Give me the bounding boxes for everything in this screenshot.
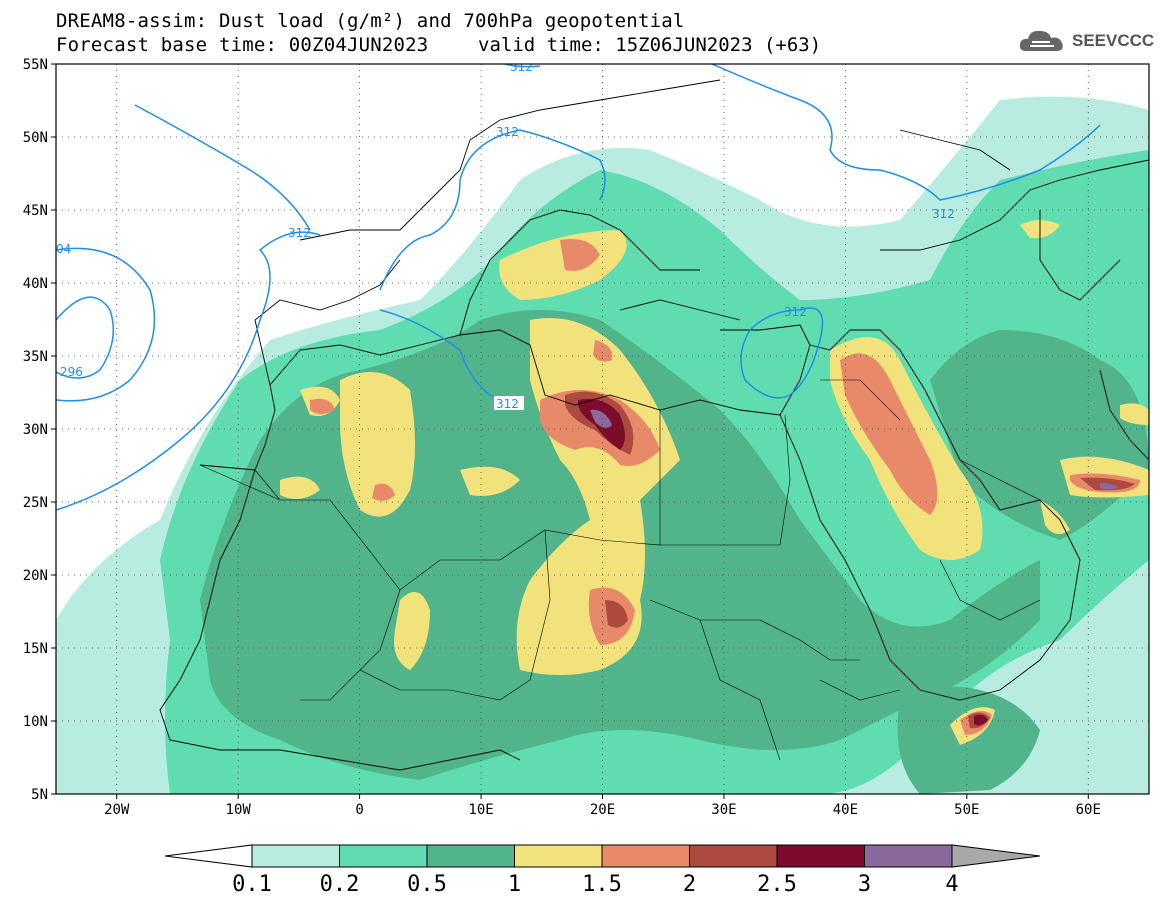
contour-label-312: 312 [510,60,533,74]
lat-tick-label: 20N [23,568,48,584]
logo-text: SEEVCCC [1072,31,1155,50]
colorbar-level-label: 2 [683,872,696,897]
contour-label-312: 312 [496,397,519,411]
lon-tick-label: 10E [468,802,493,818]
dust-field: 312 312 312 312 312 312 296 04 [56,60,1149,794]
lon-tick-label: 30E [711,802,736,818]
lon-tick-label: 50E [954,802,979,818]
lat-tick-label: 10N [23,714,48,730]
cloud-icon [1019,30,1063,51]
map-title: DREAM8-assim: Dust load (g/m²) and 700hP… [56,10,685,32]
colorbar-swatch [426,844,515,868]
valid-time: valid time: 15Z06JUN2023 (+63) [478,34,822,56]
contour-label-304: 04 [56,242,71,256]
lon-tick-label: 10W [226,802,252,818]
lat-tick-label: 25N [23,495,48,511]
colorbar-level-label: 1.5 [582,872,622,897]
colorbar-level-label: 3 [858,872,871,897]
colorbar-level-label: 0.2 [320,872,360,897]
lat-tick-label: 45N [23,203,48,219]
colorbar-swatch [601,844,690,868]
colorbar-swatch [339,844,428,868]
lon-tick-label: 40E [833,802,858,818]
colorbar-swatch [251,844,340,868]
colorbar-level-label: 2.5 [757,872,797,897]
colorbar-level-label: 1 [508,872,521,897]
lat-tick-label: 5N [31,787,48,803]
lat-tick-label: 50N [23,130,48,146]
contour-label-312: 312 [288,226,311,240]
lat-tick-label: 55N [23,57,48,73]
contour-label-296: 296 [60,365,83,379]
lon-tick-label: 60E [1076,802,1101,818]
contour-label-312: 312 [784,305,807,319]
colorbar-level-label: 0.1 [232,872,272,897]
contour-label-312: 312 [932,207,955,221]
lat-tick-label: 40N [23,276,48,292]
colorbar-level-label: 4 [945,872,958,897]
lon-tick-label: 20E [590,802,615,818]
lat-tick-label: 15N [23,641,48,657]
graticule [56,64,1149,794]
seevccc-logo: SEEVCCC [1018,26,1154,56]
colorbar-swatch [776,844,865,868]
lon-tick-label: 20W [104,802,130,818]
colorbar-lower-arrow [164,844,253,868]
contour-label-312: 312 [496,125,519,139]
colorbar-level-label: 0.5 [407,872,447,897]
forecast-base-time: Forecast base time: 00Z04JUN2023 [56,34,429,56]
colorbar-swatch [689,844,778,868]
lon-tick-label: 0 [355,802,363,818]
colorbar-swatch [864,844,953,868]
lat-tick-label: 30N [23,422,48,438]
colorbar: 0.1 0.2 0.5 1 1.5 2 2.5 3 4 [164,844,1041,897]
colorbar-swatch [514,844,603,868]
lat-tick-label: 35N [23,349,48,365]
colorbar-upper-arrow [951,844,1041,868]
